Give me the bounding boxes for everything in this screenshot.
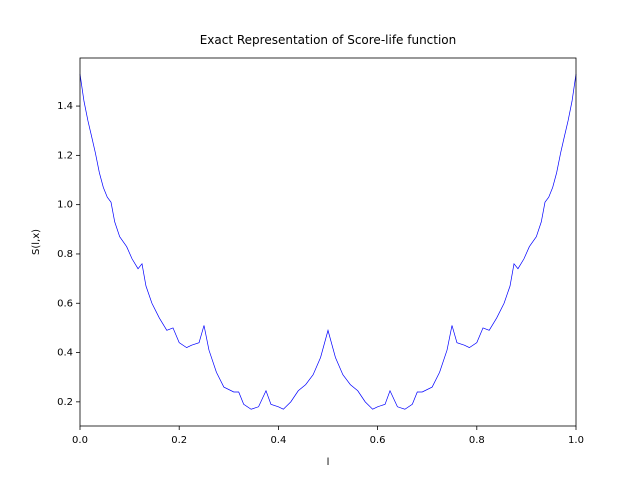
y-axis-label: S(l,x)	[31, 229, 42, 255]
x-tick-label: 1.0	[568, 435, 584, 446]
y-tick-label: 0.8	[57, 249, 73, 260]
x-tick-label: 0.6	[370, 435, 386, 446]
y-tick-label: 1.4	[57, 101, 73, 112]
line-series	[79, 73, 577, 410]
x-tick-label: 0.8	[469, 435, 485, 446]
y-tick-label: 0.6	[57, 298, 73, 309]
y-tick-label: 0.4	[57, 348, 73, 359]
y-tick-label: 1.0	[57, 200, 73, 211]
chart-title: Exact Representation of Score-life funct…	[200, 33, 457, 47]
y-tick-label: 1.2	[57, 150, 73, 161]
x-tick-label: 0.0	[72, 435, 88, 446]
x-tick-label: 0.4	[270, 435, 286, 446]
y-tick-label: 0.2	[57, 397, 73, 408]
x-axis-label: l	[327, 457, 330, 468]
x-tick-label: 0.2	[171, 435, 187, 446]
plot-frame	[79, 57, 577, 427]
